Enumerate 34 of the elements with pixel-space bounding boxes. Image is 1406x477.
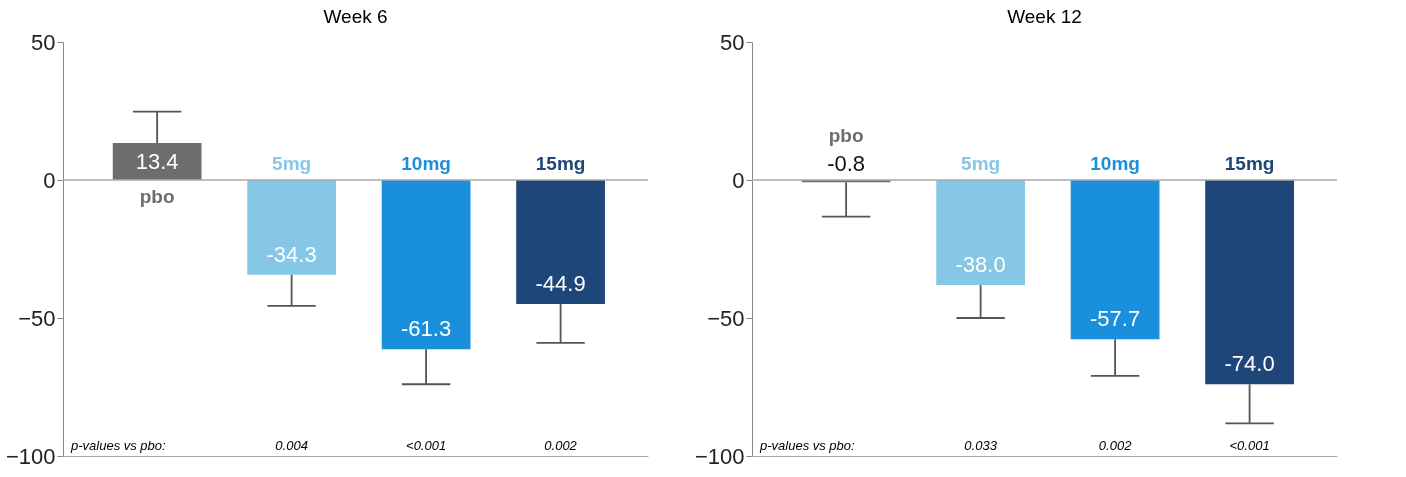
category-label: 5mg xyxy=(961,153,1001,174)
annotation: p-values vs pbo: xyxy=(70,438,167,453)
data-label: -0.8 xyxy=(827,151,866,176)
y-tick-label: 50 xyxy=(31,29,56,55)
category-label: 10mg xyxy=(401,153,451,174)
category-label: pbo xyxy=(139,186,175,207)
y-tick-label: 50 xyxy=(720,29,745,55)
y-tick-label: −50 xyxy=(707,305,745,331)
data-label: -74.0 xyxy=(1224,351,1275,377)
category-label: 15mg xyxy=(535,153,586,174)
annotation: 0.002 xyxy=(1098,438,1133,453)
chart-title: Week 12 xyxy=(1007,6,1082,27)
data-label: -38.0 xyxy=(955,251,1006,277)
y-tick-label: −100 xyxy=(5,443,56,469)
data-label: -34.3 xyxy=(266,241,317,267)
category-label: 5mg xyxy=(272,153,312,174)
annotation: <0.001 xyxy=(406,438,447,453)
data-label: -57.7 xyxy=(1090,306,1141,332)
y-tick-label: 0 xyxy=(43,167,56,193)
data-label: 13.4 xyxy=(135,148,179,174)
annotation: 0.033 xyxy=(964,438,998,453)
y-tick-label: 0 xyxy=(732,167,745,193)
data-label: -44.9 xyxy=(535,270,586,296)
chart-title: Week 6 xyxy=(323,6,388,27)
annotation: <0.001 xyxy=(1229,438,1270,453)
data-label: -61.3 xyxy=(401,316,452,342)
category-label: 15mg xyxy=(1224,153,1275,174)
annotation: 0.004 xyxy=(275,438,308,453)
y-tick-label: −50 xyxy=(18,305,56,331)
annotation: 0.002 xyxy=(544,438,578,453)
category-label: pbo xyxy=(828,125,864,146)
y-tick-label: −100 xyxy=(694,443,745,469)
category-label: 10mg xyxy=(1090,153,1140,174)
annotation: p-values vs pbo: xyxy=(759,438,856,453)
